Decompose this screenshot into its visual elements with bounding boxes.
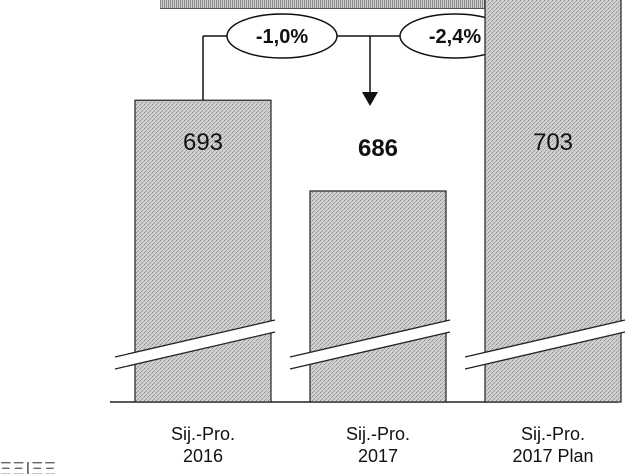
axis-break-line-top-2 xyxy=(289,319,451,358)
value-label-1: 693 xyxy=(183,129,223,156)
value-label-3: 703 xyxy=(533,129,573,156)
axis-break-line-top-3 xyxy=(464,319,626,358)
value-label-2: 686 xyxy=(358,135,398,162)
bar-2 xyxy=(309,190,447,403)
category-label-3-line-1: Sij.-Pro. xyxy=(521,424,585,444)
comparison-label-2: -2,4% xyxy=(429,26,481,48)
category-label-2-line-2: 2017 xyxy=(358,446,398,466)
bars-group xyxy=(110,0,626,403)
axis-break-band-3 xyxy=(465,320,625,369)
footer-scrap-text: ΞΞΙΞΞ xyxy=(0,459,57,474)
axis-break-line-bottom-1 xyxy=(114,331,276,370)
category-label-3-line-2: 2017 Plan xyxy=(512,446,593,466)
category-label-1-line-2: 2016 xyxy=(183,446,223,466)
axis-break-line-bottom-2 xyxy=(289,331,451,370)
axis-break-band-2 xyxy=(290,320,450,369)
top-hatched-band xyxy=(160,0,570,9)
category-label-2-line-1: Sij.-Pro. xyxy=(346,424,410,444)
comparison-label-1: -1,0% xyxy=(256,26,308,48)
axis-break-band-1 xyxy=(115,320,275,369)
comparison-ellipse-1 xyxy=(226,13,338,59)
category-label-1-line-1: Sij.-Pro. xyxy=(171,424,235,444)
axis-break-line-bottom-3 xyxy=(464,331,626,370)
axis-break-line-top-1 xyxy=(114,319,276,358)
connector-center-arrow-head xyxy=(362,92,378,106)
labels-group: 693Sij.-Pro.2016686Sij.-Pro.2017703Sij.-… xyxy=(171,129,594,466)
